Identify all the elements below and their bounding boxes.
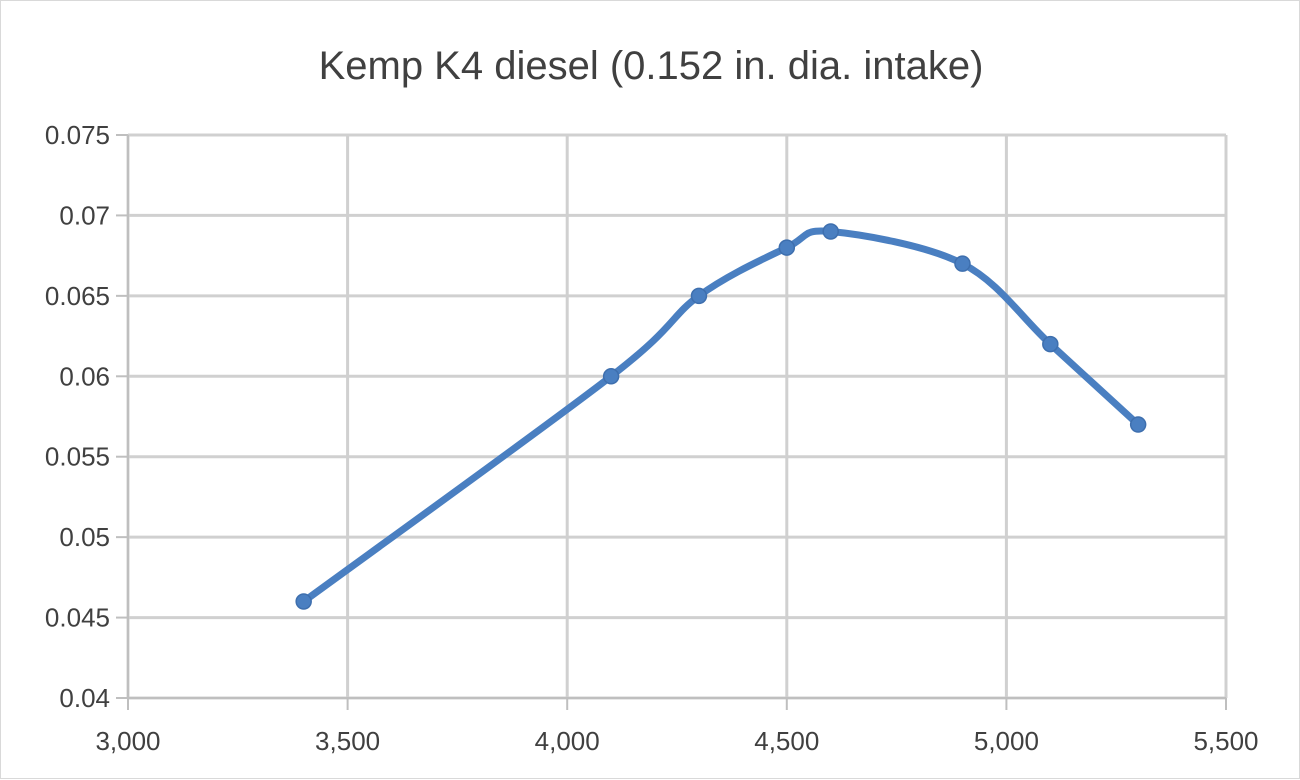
y-tick-label: 0.07 — [59, 200, 110, 230]
x-tick-label: 5,000 — [974, 726, 1039, 756]
y-tick-label: 0.04 — [59, 683, 110, 713]
y-tick-label: 0.05 — [59, 522, 110, 552]
data-point — [778, 239, 796, 256]
data-point — [690, 287, 708, 305]
y-tick-label: 0.055 — [45, 442, 110, 472]
tick-labels: 0.04 0.045 0.05 0.055 0.06 0.065 0.07 0.075 3,00… — [45, 120, 1259, 756]
y-tick-label: 0.065 — [45, 281, 110, 311]
series-line — [300, 227, 1142, 605]
x-tick-label: 4,000 — [535, 726, 600, 756]
x-tick-label: 3,000 — [95, 726, 160, 756]
y-tick-label: 0.045 — [45, 603, 110, 633]
grid-lines — [126, 133, 1228, 700]
y-tick-label: 0.06 — [59, 361, 110, 391]
data-point — [822, 223, 839, 240]
x-tick-label: 5,500 — [1193, 726, 1258, 756]
data-point — [602, 368, 620, 385]
series-layer — [295, 223, 1147, 610]
data-point — [295, 593, 312, 610]
axes — [116, 134, 1227, 710]
data-point — [1129, 416, 1147, 433]
y-tick-label: 0.075 — [45, 120, 110, 150]
data-point — [1042, 335, 1059, 353]
x-tick-label: 4,500 — [754, 726, 819, 756]
x-tick-label: 3,500 — [315, 726, 380, 756]
data-point — [954, 255, 971, 272]
chart-title: Kemp K4 diesel (0.152 in. dia. intake) — [319, 44, 984, 88]
